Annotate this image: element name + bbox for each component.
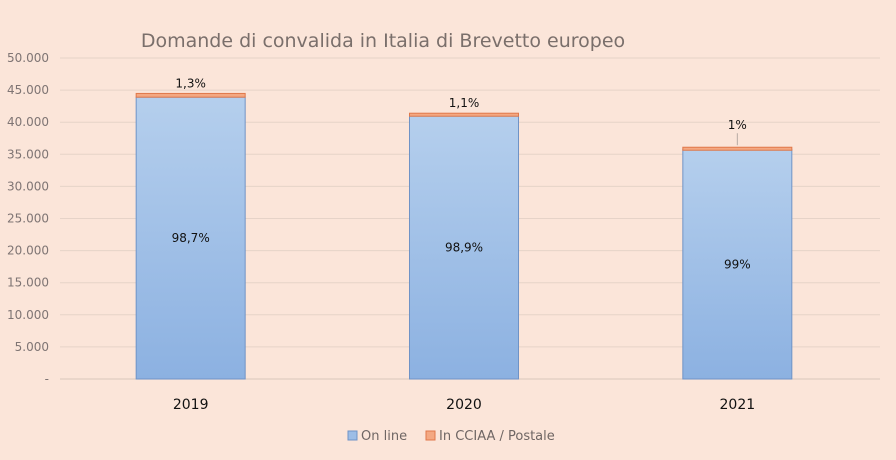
x-tick-label: 2021 [720,397,756,413]
bar-postal-2021 [682,146,793,151]
data-label-postal: 1% [728,118,747,132]
y-tick-label: 45.000 [7,83,49,97]
x-tick-label: 2019 [173,397,209,413]
legend-label-postal: In CCIAA / Postale [439,429,555,444]
y-tick-label: - [45,372,49,386]
y-axis-ticks: - 5.000 10.000 15.000 20.000 25.000 30.000 35.0… [7,51,49,386]
y-tick-label: 20.000 [7,244,49,258]
bar-postal-2019 [135,92,246,98]
y-tick-label: 25.000 [7,212,49,226]
data-label-online: 98,9% [445,241,483,255]
data-labels: 98,7% 1,3% 98,9% 1,1% 99% 1% [172,76,751,271]
x-tick-label: 2020 [446,397,482,413]
data-label-online: 98,7% [172,231,210,245]
bars [135,92,793,380]
y-tick-label: 50.000 [7,51,49,65]
y-tick-label: 35.000 [7,147,49,161]
y-tick-label: 15.000 [7,276,49,290]
bar-online-2020 [409,115,519,380]
legend: On line In CCIAA / Postale [347,429,555,444]
chart-title: Domande di convalida in Italia di Brevet… [141,30,625,52]
data-label-postal: 1,1% [449,96,480,110]
legend-label-online: On line [361,429,407,444]
y-tick-label: 30.000 [7,179,49,193]
y-tick-label: 5.000 [15,340,49,354]
y-tick-label: 10.000 [7,308,49,322]
bar-online-2019 [135,96,246,380]
legend-swatch-online [347,430,358,441]
y-tick-label: 40.000 [7,115,49,129]
x-axis-ticks: 2019 2020 2021 [173,397,755,413]
data-label-postal: 1,3% [175,76,206,90]
bar-postal-2020 [409,112,519,117]
legend-swatch-postal [425,430,436,441]
data-label-online: 99% [724,257,751,271]
